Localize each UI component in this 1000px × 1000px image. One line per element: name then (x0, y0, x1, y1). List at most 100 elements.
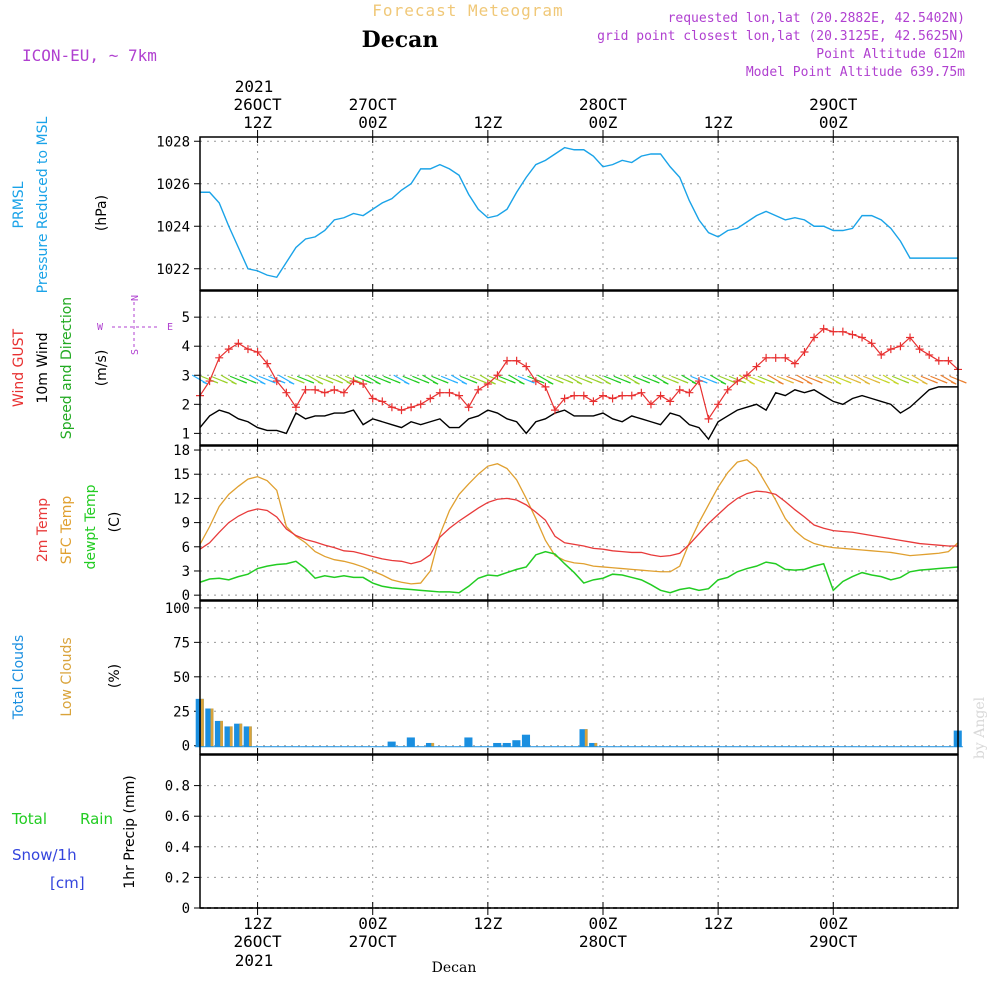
y-tick-label: 1024 (156, 219, 190, 235)
compass-west: W (97, 322, 104, 333)
wind-arrow-head (270, 380, 276, 384)
total-cloud-bar (425, 742, 435, 747)
wind-arrow-head (788, 380, 794, 384)
wind-gust-marker (675, 385, 684, 394)
top-hour-label: 00Z (358, 113, 387, 132)
wind-arrow-head (241, 380, 247, 384)
wind-gust-marker (368, 394, 377, 403)
total-cloud-bar (387, 741, 396, 747)
wind-arrow-head (740, 380, 746, 384)
wind-gust-marker (810, 333, 819, 342)
wind-arrow-head (654, 380, 660, 384)
top-hour-label: 12Z (704, 113, 733, 132)
precip-total-label: Total (11, 810, 47, 828)
top-hour-label: 12Z (473, 113, 502, 132)
wind-gust-marker (915, 345, 924, 354)
wind-arrow-head (423, 380, 430, 384)
footer-location: Decan (432, 960, 477, 976)
y-tick-label: 1026 (156, 177, 190, 193)
wind-gust-marker (742, 371, 751, 380)
low-cloud-bar (229, 726, 233, 747)
wind-gust-marker (551, 406, 560, 415)
wind-gust-marker (714, 400, 723, 409)
wind-arrow-head (202, 381, 209, 385)
wind-gust-marker (666, 397, 675, 406)
wind-arrow-head (308, 380, 315, 384)
wind-gust-marker (752, 362, 761, 371)
y-tick-label: 2 (182, 397, 190, 413)
precip-cm-label: [cm] (50, 874, 85, 892)
wind-gust-marker (704, 414, 713, 423)
wind-gust-marker (771, 353, 780, 362)
temp-unit: (C) (107, 512, 123, 533)
wind-gust-marker (934, 356, 943, 365)
bottom-hour-label: 12Z (243, 914, 272, 933)
compass-south: S (130, 349, 141, 355)
wind-gust-marker (838, 327, 847, 336)
total-cloud-bar (224, 726, 233, 747)
y-tick-label: 0 (182, 901, 190, 917)
wind-gust-marker (234, 339, 243, 348)
y-tick-label: 6 (182, 540, 190, 556)
wind-gust-marker (215, 353, 224, 362)
y-tick-label: 5 (182, 310, 190, 326)
wind-gust-marker (848, 330, 857, 339)
wind-gust-marker (819, 324, 828, 333)
wind-gust-marker (570, 391, 579, 400)
wind-arrow-head (414, 380, 420, 384)
total-cloud-bar (521, 734, 531, 747)
wind-arrow-head (366, 380, 372, 384)
top-date-label: 29OCT (809, 95, 858, 114)
wind-arrow-head (663, 381, 669, 385)
wind-gust-marker (224, 345, 233, 354)
wind-arrow-head (835, 381, 842, 385)
wind-direction-label: Speed and Direction (59, 297, 75, 439)
wind-gust-marker (359, 379, 368, 388)
wind-gust-marker (474, 385, 483, 394)
wind-gust-marker (493, 371, 502, 380)
wind-gust-marker (877, 350, 886, 359)
pressure-line (200, 146, 958, 279)
cloud-unit: (%) (107, 664, 123, 688)
compass-north: N (130, 295, 141, 301)
wind-gust-marker (339, 388, 348, 397)
wind-gust-marker (541, 382, 550, 391)
wind-arrow-head (625, 380, 631, 384)
wind-arrow-head (596, 380, 602, 384)
point-altitude: Point Altitude 612m (816, 47, 965, 62)
wind-gust-marker (694, 377, 703, 386)
wind-gust-marker (435, 388, 444, 397)
wind-arrow-head (605, 381, 612, 385)
wind-gust-marker (397, 406, 406, 415)
wind-arrow-head (567, 380, 574, 384)
wind-gust-marker (608, 394, 617, 403)
wind-compass: W E N S (97, 295, 173, 355)
wind-10m-label: 10m Wind (35, 332, 51, 403)
wind-arrow-head (452, 380, 459, 384)
wind-unit: (m/s) (94, 350, 110, 387)
wind-gust-marker (656, 391, 665, 400)
wind-gust-marker (301, 385, 310, 394)
y-tick-label: 1028 (156, 134, 190, 150)
y-tick-label: 9 (182, 516, 190, 532)
panel-frame (199, 600, 959, 755)
temp-2m-line (199, 490, 958, 565)
wind-arrow-head (586, 380, 593, 384)
requested-location: requested lon,lat (20.2882E, 42.5402N) (668, 11, 965, 26)
y-tick-label: 50 (173, 670, 190, 686)
panel-frame (199, 445, 959, 601)
y-tick-label: 0.2 (165, 870, 190, 886)
low-cloud-bar (201, 698, 204, 747)
y-tick-label: 4 (182, 339, 190, 355)
wind-arrow-head (634, 381, 640, 385)
y-tick-label: 0.4 (165, 840, 190, 856)
wind-arrow-head (538, 380, 545, 384)
wind-arrow-head (769, 380, 775, 384)
wind-arrow-head (279, 380, 286, 384)
panel-frame (199, 754, 959, 909)
pressure-unit: (hPa) (94, 195, 110, 231)
wind-gust-marker (560, 394, 569, 403)
low-cloud-bar (431, 742, 435, 747)
